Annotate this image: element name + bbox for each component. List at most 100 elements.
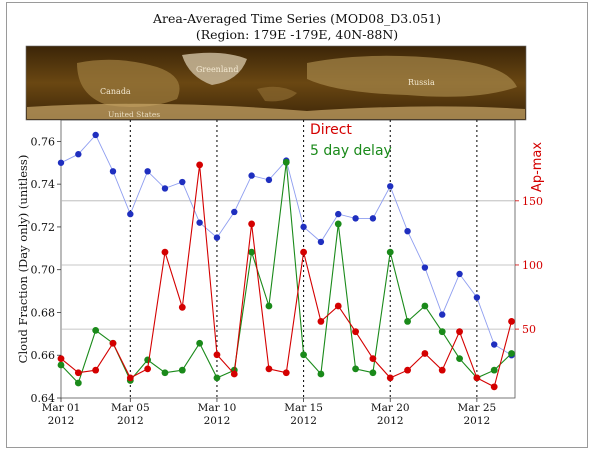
x-tick-year: 2012 xyxy=(48,415,75,427)
ap-direct-point xyxy=(213,351,221,359)
ap-direct-point xyxy=(248,220,256,228)
ap-direct-point xyxy=(282,369,290,377)
y-axis-label: Cloud Fraction (Day only) (unitless) xyxy=(16,155,30,364)
ap-direct-point xyxy=(352,328,359,336)
x-tick-year: 2012 xyxy=(464,415,491,427)
chart-subtitle: (Region: 179E -179E, 40N-88N) xyxy=(196,27,398,42)
cloud-fraction-point xyxy=(352,215,359,222)
cloud-fraction-point xyxy=(491,341,498,348)
ap-delay-point xyxy=(248,248,256,256)
ap-delay-point xyxy=(421,302,429,310)
x-tick-label: Mar 15 xyxy=(284,402,323,414)
region-map: Greenland Canada United States Russia xyxy=(25,45,527,121)
ap-direct-point xyxy=(92,366,100,374)
cloud-fraction-point xyxy=(109,168,117,175)
ap-direct-point xyxy=(178,303,186,311)
ap-delay-point xyxy=(508,350,515,357)
ap-direct-point xyxy=(57,355,65,363)
ap-delay-point xyxy=(404,318,411,325)
ap-delay-point xyxy=(161,369,169,377)
y2-tick-label: 50 xyxy=(522,323,536,336)
ap-delay-point xyxy=(386,248,394,256)
ap-delay-point xyxy=(334,220,342,228)
time-series-chart: Area-Averaged Time Series (MOD08_D3.051)… xyxy=(16,11,545,427)
ap-direct-point xyxy=(404,366,411,374)
cloud-fraction-point xyxy=(265,176,273,184)
ap-delay-point xyxy=(57,361,65,369)
ap-direct-point xyxy=(334,302,342,310)
ap-direct-series xyxy=(57,161,515,391)
ap-delay-point xyxy=(92,326,100,334)
ap-delay-point xyxy=(456,355,463,363)
ap-direct-point xyxy=(300,248,307,256)
cloud-fraction-point xyxy=(473,294,481,301)
cloud-fraction-point xyxy=(369,215,377,222)
y-tick-label: 0.76 xyxy=(31,135,56,148)
ap-direct-point xyxy=(317,318,325,325)
ap-delay-line xyxy=(60,162,512,385)
ap-delay-point xyxy=(369,369,377,377)
y-tick-label: 0.66 xyxy=(31,349,56,362)
ap-delay-point xyxy=(144,356,152,364)
ap-delay-point xyxy=(178,366,186,374)
y-tick-label: 0.64 xyxy=(31,392,56,405)
ap-delay-point xyxy=(74,379,82,387)
y-tick-label: 0.68 xyxy=(31,306,56,319)
ap-direct-point xyxy=(438,366,446,374)
ap-direct-point xyxy=(74,369,82,377)
ap-direct-point xyxy=(473,374,481,382)
cloud-fraction-point xyxy=(421,264,429,271)
x-tick-year: 2012 xyxy=(117,415,144,427)
cloud-fraction-point xyxy=(300,223,307,231)
ap-delay-point xyxy=(317,370,325,378)
ap-direct-point xyxy=(490,383,498,391)
y2-axis-label: Ap-max xyxy=(530,142,545,192)
axes: 0.64 0.66 0.68 0.70 0.72 0.74 0.76 50 100 150 Mar … xyxy=(31,135,544,427)
ap-direct-point xyxy=(456,328,463,336)
map-label-united-states: United States xyxy=(108,110,160,119)
x-tick-label: Mar 05 xyxy=(111,402,150,414)
map-label-canada: Canada xyxy=(100,87,131,96)
cloud-fraction-point xyxy=(439,311,446,318)
annotation-direct: Direct xyxy=(310,122,352,138)
ap-delay-point xyxy=(300,351,307,359)
x-tick-year: 2012 xyxy=(204,415,231,427)
map-label-greenland: Greenland xyxy=(196,65,238,74)
cloud-fraction-point xyxy=(161,185,169,192)
ap-direct-point xyxy=(386,374,394,382)
cloud-fraction-point xyxy=(196,219,203,226)
ap-direct-point xyxy=(265,365,273,373)
x-tick-label: Mar 25 xyxy=(458,402,497,414)
ap-direct-point xyxy=(230,370,238,378)
cloud-fraction-point xyxy=(231,208,238,216)
x-tick-year: 2012 xyxy=(290,415,317,427)
cloud-fraction-point xyxy=(57,159,65,166)
ap-direct-point xyxy=(144,365,152,373)
chart-frame: Area-Averaged Time Series (MOD08_D3.051)… xyxy=(6,2,588,448)
ap-direct-point xyxy=(196,161,204,169)
cloud-fraction-point xyxy=(404,228,411,235)
cloud-fraction-point xyxy=(456,270,463,278)
x-tick-label: Mar 10 xyxy=(198,402,237,414)
ap-delay-series xyxy=(57,158,515,387)
y-tick-label: 0.72 xyxy=(31,221,56,234)
cloud-fraction-point xyxy=(248,172,255,179)
x-tick-year: 2012 xyxy=(377,415,404,427)
ap-direct-point xyxy=(369,355,377,363)
annotation-5-day-delay: 5 day delay xyxy=(310,143,392,159)
chart-title: Area-Averaged Time Series (MOD08_D3.051) xyxy=(152,11,441,26)
y2-tick-label: 150 xyxy=(522,195,543,208)
plot-area xyxy=(60,119,516,399)
cloud-fraction-point xyxy=(144,168,151,175)
cloud-fraction-point xyxy=(213,234,221,241)
ap-delay-point xyxy=(213,374,221,382)
ap-delay-point xyxy=(282,158,290,166)
ap-delay-point xyxy=(265,302,273,310)
ap-delay-point xyxy=(352,365,359,373)
cloud-fraction-line xyxy=(60,134,512,356)
cloud-fraction-point xyxy=(335,210,342,218)
ap-delay-point xyxy=(196,339,204,347)
map-label-russia: Russia xyxy=(408,78,435,87)
y-tick-label: 0.70 xyxy=(31,264,56,277)
ap-direct-point xyxy=(508,318,515,325)
